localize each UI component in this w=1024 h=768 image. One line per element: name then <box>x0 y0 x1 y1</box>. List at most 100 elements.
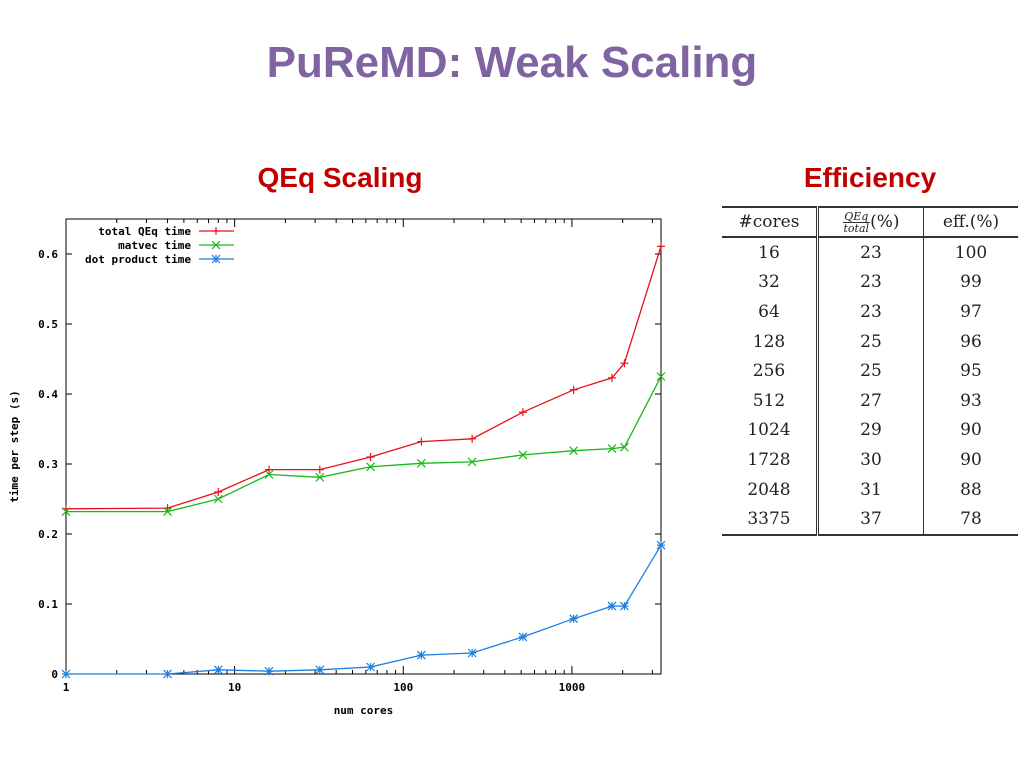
legend-label: total QEq time <box>98 225 191 238</box>
cell-cores: 128 <box>722 326 819 357</box>
data-point <box>366 462 376 472</box>
series-dot-product-time <box>61 540 666 679</box>
data-point <box>607 601 617 611</box>
data-point <box>656 372 666 381</box>
cell-qeq-percent: 25 <box>817 356 924 386</box>
header-qeq-fraction: QEq total (%) <box>817 206 924 238</box>
x-tick-label: 10 <box>228 681 241 694</box>
data-point <box>265 465 274 474</box>
data-point <box>416 650 426 660</box>
cell-qeq-percent: 31 <box>817 474 924 505</box>
chart-title: QEq Scaling <box>257 162 423 193</box>
table-row: 3375 37 78 <box>722 504 1018 536</box>
cell-qeq-percent: 23 <box>817 267 924 298</box>
table-row: 16 23 100 <box>722 237 1018 268</box>
cell-cores: 3375 <box>722 504 819 536</box>
legend-label: matvec time <box>118 239 191 252</box>
y-tick-label: 0.1 <box>38 598 58 611</box>
cell-efficiency: 78 <box>923 504 1018 536</box>
data-point <box>366 662 376 672</box>
data-point <box>416 458 426 468</box>
series-total-QEq-time <box>62 242 665 513</box>
y-tick-label: 0 <box>51 668 58 681</box>
data-point <box>264 470 274 479</box>
y-tick-label: 0.3 <box>38 458 58 471</box>
cell-efficiency: 88 <box>960 479 982 500</box>
fraction-denominator: total <box>843 221 870 235</box>
header-efficiency: eff.(%) <box>923 206 1018 238</box>
table-row: 1728 30 90 <box>722 445 1018 475</box>
data-point <box>467 648 477 658</box>
table-row: 128 25 96 <box>722 326 1018 357</box>
cell-cores: 16 <box>722 237 819 268</box>
data-point <box>213 494 223 504</box>
cell-cores: 1728 <box>722 445 819 475</box>
cell-cores: 32 <box>722 267 819 298</box>
slide-title: PuReMD: Weak Scaling <box>266 38 758 87</box>
efficiency-table: #cores QEq total (%) eff.(%) 16 23 100 32 23… <box>722 206 1018 536</box>
qeq-scaling-chart: 0 0.1 0.2 0.3 0.4 0.5 0.6 1 10 100 1000 num cores ti… <box>8 218 666 717</box>
x-tick-label: 1000 <box>559 681 586 694</box>
series-line <box>66 544 662 675</box>
cell-qeq-percent: 29 <box>817 415 924 446</box>
header-cores: #cores <box>722 206 819 238</box>
y-tick-label: 0.2 <box>38 528 58 541</box>
data-point <box>467 457 477 467</box>
data-point <box>315 472 325 482</box>
data-point <box>657 242 665 251</box>
data-point <box>607 373 616 382</box>
series-line <box>65 246 662 510</box>
cell-efficiency: 99 <box>960 272 982 293</box>
data-point <box>569 614 579 624</box>
data-point <box>214 488 223 496</box>
data-point <box>619 601 629 611</box>
table-header-row: #cores QEq total (%) eff.(%) <box>722 206 1018 238</box>
qeq-fraction: QEq total <box>842 211 871 235</box>
data-point <box>315 465 324 474</box>
cell-qeq-percent: 27 <box>817 385 924 416</box>
cell-efficiency: 96 <box>960 331 982 352</box>
data-point <box>212 227 220 235</box>
data-point <box>61 669 71 679</box>
table-row: 256 25 95 <box>722 356 1018 386</box>
series-matvec-time <box>61 372 666 517</box>
cell-qeq-percent: 23 <box>817 297 924 327</box>
cell-efficiency: 97 <box>960 301 982 322</box>
series-line <box>66 376 662 513</box>
y-tick-label: 0.4 <box>38 388 58 401</box>
data-point <box>569 446 579 456</box>
table-row: 512 27 93 <box>722 385 1018 416</box>
data-point <box>264 666 274 676</box>
y-tick-label: 0.6 <box>38 248 58 261</box>
data-point <box>619 442 629 452</box>
cell-qeq-percent: 30 <box>817 445 924 475</box>
x-tick-label: 100 <box>393 681 413 694</box>
cell-efficiency: 93 <box>960 390 982 411</box>
data-point <box>213 665 223 675</box>
data-point <box>518 450 528 460</box>
table-row: 2048 31 88 <box>722 474 1018 505</box>
data-point <box>163 507 172 517</box>
table-row: 32 23 99 <box>722 267 1018 298</box>
data-point <box>211 254 221 264</box>
cell-efficiency: 90 <box>960 420 982 441</box>
cell-qeq-percent: 23 <box>817 237 924 268</box>
cell-qeq-percent: 37 <box>817 504 924 536</box>
cell-cores: 512 <box>722 385 819 416</box>
y-axis-label: time per step (s) <box>8 390 21 503</box>
cell-efficiency: 90 <box>960 449 982 470</box>
cell-qeq-percent: 25 <box>817 326 924 357</box>
table-title: Efficiency <box>803 162 937 193</box>
data-point <box>620 359 629 368</box>
x-axis-label: num cores <box>334 704 394 717</box>
cell-efficiency: 95 <box>960 361 982 382</box>
data-point <box>211 240 221 250</box>
data-point <box>518 632 528 642</box>
data-point <box>656 540 666 550</box>
y-tick-label: 0.5 <box>38 318 58 331</box>
cell-efficiency: 100 <box>954 242 988 263</box>
cell-cores: 1024 <box>722 415 819 446</box>
data-point <box>366 453 375 461</box>
cell-cores: 64 <box>722 297 819 327</box>
x-tick-label: 1 <box>63 681 70 694</box>
